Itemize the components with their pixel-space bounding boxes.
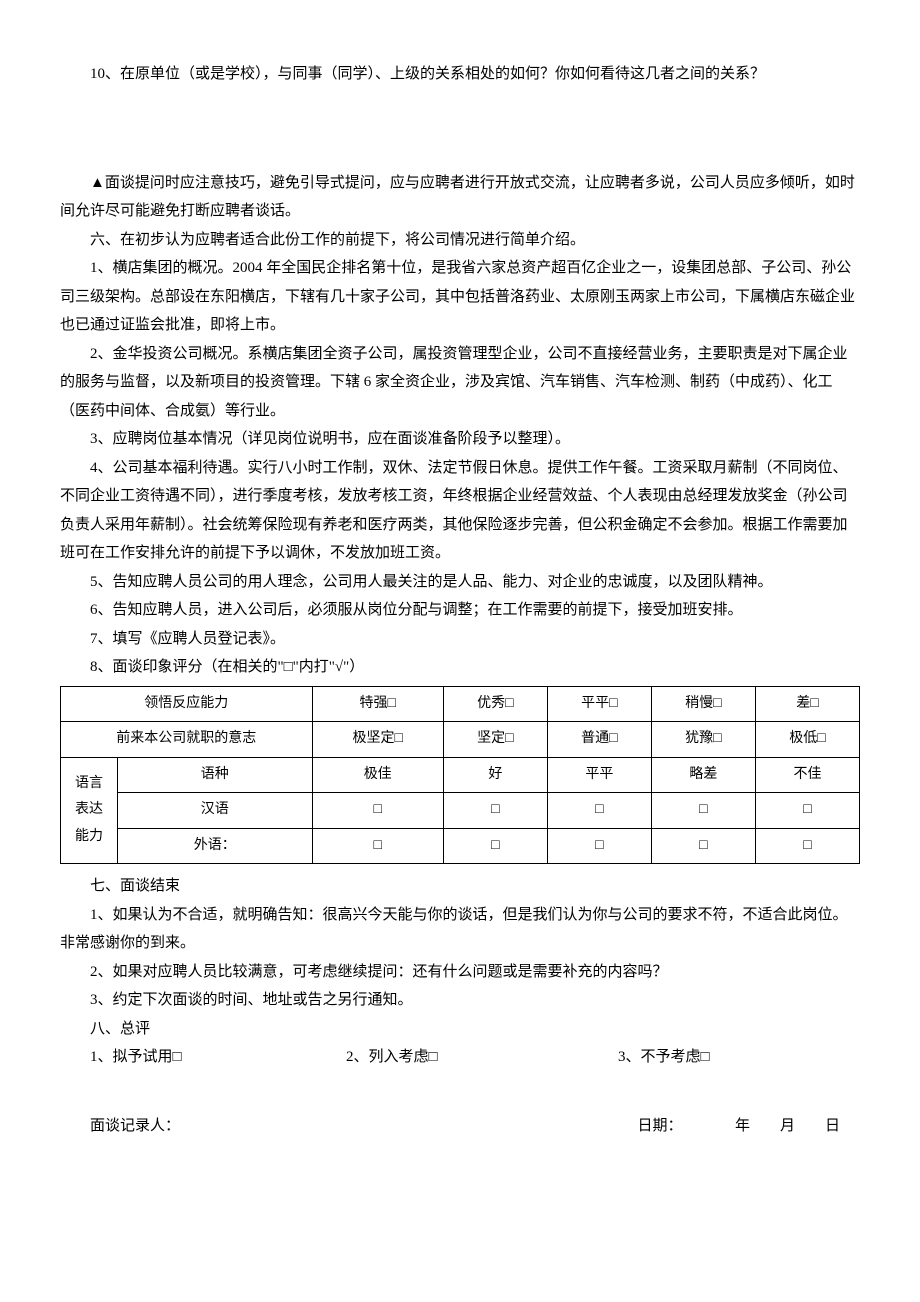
score-cell[interactable]: 普通□ [547, 722, 651, 758]
section-6-item-5: 5、告知应聘人员公司的用人理念，公司用人最关注的是人品、能力、对企业的忠诚度，以… [60, 568, 860, 597]
impression-score-table: 领悟反应能力 特强□ 优秀□ 平平□ 稍慢□ 差□ 前来本公司就职的意志 极坚定… [60, 686, 860, 865]
lang-row-label: 汉语 [118, 793, 313, 829]
scale-header: 好 [443, 757, 547, 793]
checkbox-cell[interactable]: □ [755, 793, 859, 829]
checkbox-cell[interactable]: □ [312, 828, 443, 864]
overall-options-row: 1、拟予试用□ 2、列入考虑□ 3、不予考虑□ [60, 1043, 860, 1072]
checkbox-cell[interactable]: □ [755, 828, 859, 864]
section-7-item-2: 2、如果对应聘人员比较满意，可考虑继续提问：还有什么问题或是需要补充的内容吗？ [60, 958, 860, 987]
checkbox-cell[interactable]: □ [312, 793, 443, 829]
checkbox-cell[interactable]: □ [443, 828, 547, 864]
question-10: 10、在原单位（或是学校），与同事（同学）、上级的关系相处的如何？你如何看待这几… [60, 60, 860, 89]
date-label: 日期： 年 月 日 [637, 1112, 860, 1141]
table-row: 语言表达能力 语种 极佳 好 平平 略差 不佳 [61, 757, 860, 793]
score-cell[interactable]: 极坚定□ [312, 722, 443, 758]
row-label: 领悟反应能力 [61, 686, 313, 722]
overall-option-2[interactable]: 2、列入考虑□ [316, 1043, 588, 1072]
score-cell[interactable]: 差□ [755, 686, 859, 722]
table-row: 领悟反应能力 特强□ 优秀□ 平平□ 稍慢□ 差□ [61, 686, 860, 722]
checkbox-cell[interactable]: □ [443, 793, 547, 829]
section-6-item-8: 8、面谈印象评分（在相关的"□"内打"√"） [60, 653, 860, 682]
table-row: 外语： □ □ □ □ □ [61, 828, 860, 864]
lang-group-label: 语言表达能力 [61, 757, 118, 864]
section-6-title: 六、在初步认为应聘者适合此份工作的前提下，将公司情况进行简单介绍。 [60, 226, 860, 255]
section-7-item-3: 3、约定下次面谈的时间、地址或告之另行通知。 [60, 986, 860, 1015]
table-row: 汉语 □ □ □ □ □ [61, 793, 860, 829]
section-6-item-3: 3、应聘岗位基本情况（详见岗位说明书，应在面谈准备阶段予以整理）。 [60, 425, 860, 454]
score-cell[interactable]: 坚定□ [443, 722, 547, 758]
recorder-label: 面谈记录人： [60, 1112, 180, 1141]
overall-option-3[interactable]: 3、不予考虑□ [588, 1043, 860, 1072]
score-cell[interactable]: 极低□ [755, 722, 859, 758]
section-7-item-1: 1、如果认为不合适，就明确告知：很高兴今天能与你的谈话，但是我们认为你与公司的要… [60, 901, 860, 958]
table-row: 前来本公司就职的意志 极坚定□ 坚定□ 普通□ 犹豫□ 极低□ [61, 722, 860, 758]
lang-type-header: 语种 [118, 757, 313, 793]
score-cell[interactable]: 优秀□ [443, 686, 547, 722]
section-7-title: 七、面谈结束 [60, 872, 860, 901]
section-6-item-1: 1、横店集团的概况。2004 年全国民企排名第十位，是我省六家总资产超百亿企业之… [60, 254, 860, 340]
score-cell[interactable]: 犹豫□ [651, 722, 755, 758]
checkbox-cell[interactable]: □ [651, 793, 755, 829]
section-6-item-7: 7、填写《应聘人员登记表》。 [60, 625, 860, 654]
scale-header: 不佳 [755, 757, 859, 793]
scale-header: 略差 [651, 757, 755, 793]
section-6-item-4: 4、公司基本福利待遇。实行八小时工作制，双休、法定节假日休息。提供工作午餐。工资… [60, 454, 860, 568]
lang-row-label: 外语： [118, 828, 313, 864]
signature-row: 面谈记录人： 日期： 年 月 日 [60, 1112, 860, 1141]
section-6-item-2: 2、金华投资公司概况。系横店集团全资子公司，属投资管理型企业，公司不直接经营业务… [60, 340, 860, 426]
checkbox-cell[interactable]: □ [547, 828, 651, 864]
scale-header: 极佳 [312, 757, 443, 793]
interview-tip: ▲面谈提问时应注意技巧，避免引导式提问，应与应聘者进行开放式交流，让应聘者多说，… [60, 169, 860, 226]
score-cell[interactable]: 特强□ [312, 686, 443, 722]
score-cell[interactable]: 稍慢□ [651, 686, 755, 722]
scale-header: 平平 [547, 757, 651, 793]
overall-option-1[interactable]: 1、拟予试用□ [60, 1043, 316, 1072]
score-cell[interactable]: 平平□ [547, 686, 651, 722]
checkbox-cell[interactable]: □ [651, 828, 755, 864]
section-6-item-6: 6、告知应聘人员，进入公司后，必须服从岗位分配与调整；在工作需要的前提下，接受加… [60, 596, 860, 625]
checkbox-cell[interactable]: □ [547, 793, 651, 829]
row-label: 前来本公司就职的意志 [61, 722, 313, 758]
section-8-title: 八、总评 [60, 1015, 860, 1044]
